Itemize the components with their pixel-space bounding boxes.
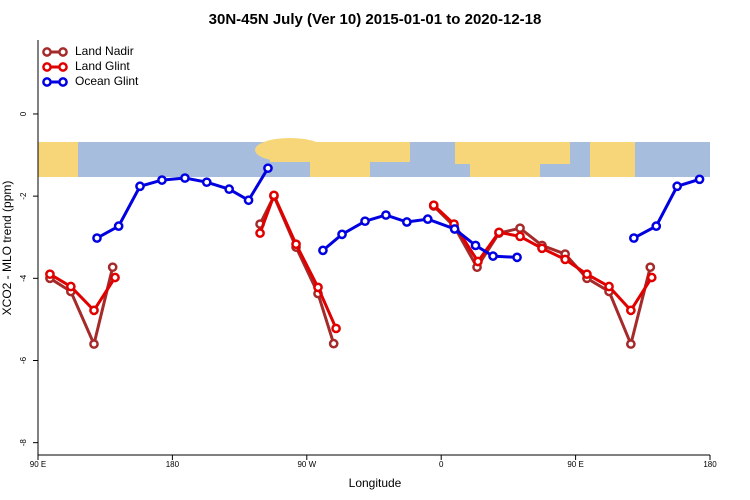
point (89, 339, 99, 349)
point (651, 221, 662, 231)
point (626, 305, 636, 316)
legend-marker (42, 77, 52, 87)
y-tick-label: -2 (19, 192, 28, 200)
point (331, 323, 341, 334)
legend-label: Ocean Glint (75, 74, 139, 88)
point (645, 262, 656, 273)
point (537, 243, 547, 254)
point (107, 262, 118, 273)
legend-marker (58, 77, 68, 87)
point (512, 252, 522, 263)
y-tick-label: 0 (19, 111, 28, 116)
point (337, 229, 347, 240)
y-tick-label: -6 (19, 356, 28, 364)
point (313, 282, 323, 293)
legend-label: Land Glint (75, 59, 130, 73)
point (224, 184, 234, 195)
legend-marker (58, 47, 68, 57)
x-tick-label: 90 E (30, 460, 46, 469)
x-tick-label: 180 (166, 460, 180, 469)
point (135, 181, 145, 192)
point (291, 239, 301, 250)
x-tick-label: 90 E (567, 460, 583, 469)
point (422, 214, 433, 224)
point (381, 210, 391, 220)
point (157, 175, 167, 185)
point (92, 233, 102, 243)
y-axis-label: XCO2 - MLO trend (ppm) (0, 181, 14, 316)
legend-marker (42, 62, 52, 72)
x-tick-label: 90 W (297, 460, 316, 469)
point (328, 338, 339, 349)
point (626, 339, 636, 349)
y-tick-label: -8 (19, 439, 28, 447)
x-tick-label: 180 (703, 460, 717, 469)
point (672, 181, 682, 192)
legend-marker (42, 47, 52, 57)
point (318, 245, 328, 256)
chart-title: 30N-45N July (Ver 10) 2015-01-01 to 2020… (209, 11, 542, 28)
point (515, 231, 525, 242)
point (628, 233, 639, 243)
point (582, 269, 592, 280)
point (113, 221, 124, 231)
x-axis-label: Longitude (349, 476, 402, 490)
legend-label: Land Nadir (75, 44, 134, 58)
point (473, 256, 483, 267)
point (428, 200, 439, 211)
point (110, 272, 120, 283)
point (66, 281, 76, 292)
y-tick-label: -4 (19, 274, 28, 282)
point (488, 251, 498, 261)
point (494, 227, 504, 238)
point (402, 217, 412, 227)
series-line (49, 192, 652, 349)
point (604, 281, 614, 292)
x-tick-label: 0 (439, 460, 444, 469)
point (89, 305, 99, 316)
point (255, 228, 265, 238)
point (180, 173, 190, 183)
point (269, 190, 279, 201)
point (263, 163, 273, 174)
point (201, 177, 212, 188)
world-map-strip (38, 138, 710, 177)
point (560, 254, 570, 265)
point (449, 224, 460, 234)
point (45, 269, 55, 280)
point (646, 272, 657, 283)
point (243, 195, 254, 206)
legend-marker (58, 62, 68, 72)
point (694, 174, 705, 185)
point (360, 216, 370, 227)
point (470, 240, 481, 251)
point (515, 223, 525, 234)
